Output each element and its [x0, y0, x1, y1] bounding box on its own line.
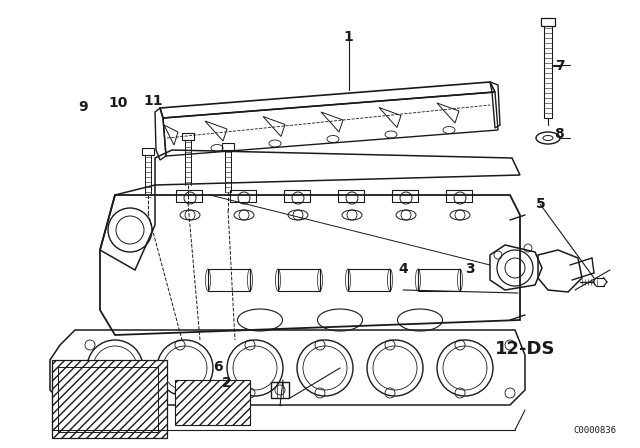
Bar [208, 269, 250, 291]
Bar [176, 190, 202, 202]
Text: 9: 9 [78, 99, 88, 114]
Text: 5: 5 [536, 197, 546, 211]
Text: 12-DS: 12-DS [495, 340, 555, 358]
Text: 2: 2 [222, 376, 232, 390]
Text: 1: 1 [344, 30, 354, 44]
Text: 3: 3 [465, 262, 476, 276]
Bar [338, 190, 364, 202]
Bar [284, 190, 310, 202]
Bar [175, 380, 250, 425]
Bar [271, 382, 289, 398]
Bar [278, 269, 320, 291]
Bar [182, 133, 194, 140]
Text: 8: 8 [554, 126, 564, 141]
Text: 11: 11 [144, 94, 163, 108]
Text: 7: 7 [555, 59, 565, 73]
Bar [541, 18, 555, 26]
Bar [52, 360, 167, 438]
Bar [418, 269, 460, 291]
Bar [348, 269, 390, 291]
Bar [392, 190, 418, 202]
Bar [142, 148, 154, 155]
Bar [230, 190, 256, 202]
Bar [446, 190, 472, 202]
Bar [58, 367, 158, 432]
Text: C0000836: C0000836 [573, 426, 617, 435]
Text: 4: 4 [398, 262, 408, 276]
Bar [222, 143, 234, 150]
Text: 6: 6 [212, 360, 223, 375]
Text: 10: 10 [109, 96, 128, 110]
